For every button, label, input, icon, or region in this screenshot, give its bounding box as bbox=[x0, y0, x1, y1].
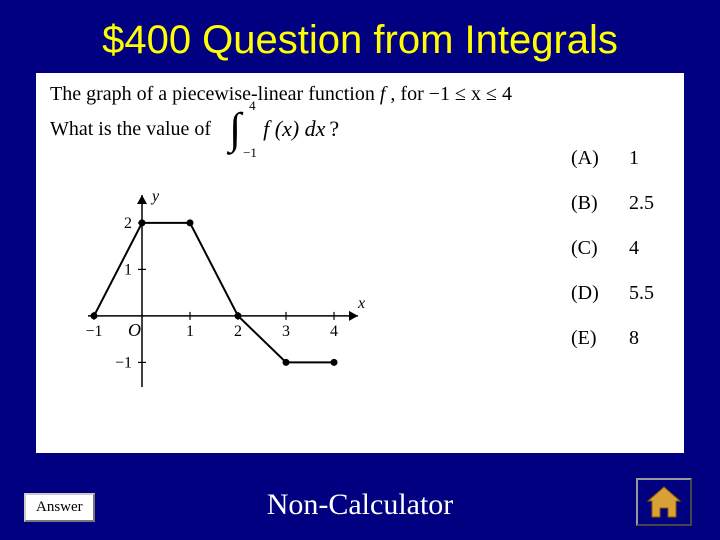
choice-value: 1 bbox=[629, 147, 639, 170]
choice-label: (B) bbox=[571, 192, 607, 215]
choice-a[interactable]: (A) 1 bbox=[571, 147, 654, 170]
q1-domain: −1 ≤ x ≤ 4 bbox=[429, 83, 512, 105]
svg-text:y: y bbox=[150, 188, 160, 205]
svg-text:x: x bbox=[357, 295, 365, 312]
graph-svg: −1 1 2 3 4 −1 1 2 x y O bbox=[60, 183, 370, 433]
choice-d[interactable]: (D) 5.5 bbox=[571, 282, 654, 305]
integral-expression: ∫ 4 −1 f (x) dx ? bbox=[229, 116, 339, 142]
svg-text:4: 4 bbox=[330, 323, 338, 340]
integral-lower: −1 bbox=[243, 149, 257, 157]
choice-label: (C) bbox=[571, 237, 607, 260]
svg-text:3: 3 bbox=[282, 323, 290, 340]
integral-upper: 4 bbox=[249, 102, 256, 110]
choice-value: 2.5 bbox=[629, 192, 654, 215]
footer-label: Non-Calculator bbox=[0, 488, 720, 522]
q2-prefix: What is the value of bbox=[50, 118, 211, 141]
svg-text:O: O bbox=[128, 320, 141, 340]
choice-value: 4 bbox=[629, 237, 639, 260]
choice-value: 5.5 bbox=[629, 282, 654, 305]
home-button[interactable] bbox=[636, 478, 692, 526]
choice-b[interactable]: (B) 2.5 bbox=[571, 192, 654, 215]
integral-body: f (x) dx bbox=[263, 116, 325, 142]
answer-choices: (A) 1 (B) 2.5 (C) 4 (D) 5.5 (E) 8 bbox=[571, 147, 654, 350]
question-line-2: What is the value of ∫ 4 −1 f (x) dx ? bbox=[50, 116, 670, 142]
integral-suffix: ? bbox=[329, 116, 339, 142]
choice-label: (A) bbox=[571, 147, 607, 170]
svg-text:2: 2 bbox=[124, 215, 132, 232]
svg-text:2: 2 bbox=[234, 323, 242, 340]
q1-func: f bbox=[380, 83, 386, 105]
question-line-1: The graph of a piecewise-linear function… bbox=[50, 83, 670, 106]
choice-c[interactable]: (C) 4 bbox=[571, 237, 654, 260]
q1-prefix: The graph of a piecewise-linear function bbox=[50, 83, 380, 105]
slide-title: $400 Question from Integrals bbox=[0, 0, 720, 73]
svg-text:1: 1 bbox=[124, 261, 132, 278]
choice-value: 8 bbox=[629, 327, 639, 350]
svg-text:−1: −1 bbox=[115, 354, 132, 371]
choice-label: (E) bbox=[571, 327, 607, 350]
choice-label: (D) bbox=[571, 282, 607, 305]
svg-text:−1: −1 bbox=[85, 323, 102, 340]
svg-text:1: 1 bbox=[186, 323, 194, 340]
question-panel: The graph of a piecewise-linear function… bbox=[36, 73, 684, 453]
choice-e[interactable]: (E) 8 bbox=[571, 327, 654, 350]
graph: −1 1 2 3 4 −1 1 2 x y O bbox=[60, 183, 370, 438]
home-icon bbox=[644, 484, 684, 520]
q1-mid: , for bbox=[390, 83, 428, 105]
